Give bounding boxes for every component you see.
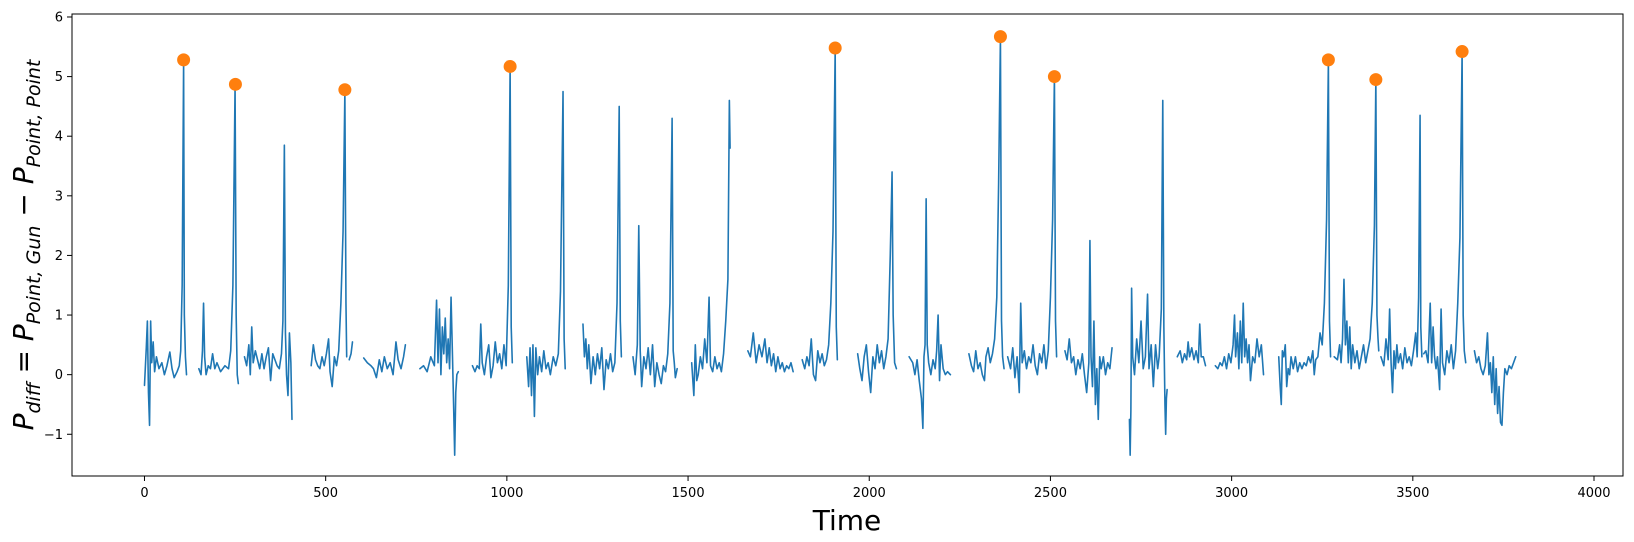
line-segment-19 xyxy=(1128,99,1168,456)
line-segment-7 xyxy=(471,66,514,379)
data-line-series xyxy=(143,37,1517,456)
y-tick-label-3: 2 xyxy=(55,249,63,264)
peak-marker-9 xyxy=(1455,45,1469,59)
x-tick-label-4: 2000 xyxy=(853,486,886,501)
peak-marker-7 xyxy=(1321,53,1335,67)
y-title-eq: = xyxy=(7,341,40,382)
line-segment-11 xyxy=(690,99,731,397)
line-segment-17 xyxy=(1006,75,1058,394)
y-tick-label-1: 0 xyxy=(55,368,63,383)
line-segment-4 xyxy=(348,341,354,361)
peak-marker-3 xyxy=(503,59,517,73)
peak-marker-0 xyxy=(177,53,191,67)
line-segment-2 xyxy=(243,144,293,421)
peak-marker-1 xyxy=(228,77,242,91)
y-tick-label-4: 3 xyxy=(55,189,63,204)
x-axis-title-text: Time xyxy=(812,504,882,537)
line-segment-9 xyxy=(582,105,623,391)
peak-markers xyxy=(177,30,1469,97)
y-title-main: P xyxy=(7,413,40,430)
x-tick-label-3: 1500 xyxy=(672,486,705,501)
line-segment-10 xyxy=(632,117,678,388)
y-title-main-sub: diff xyxy=(23,380,45,413)
x-tick-label-1: 500 xyxy=(313,486,338,501)
line-segment-1 xyxy=(198,84,240,385)
line-segment-25 xyxy=(1422,51,1467,391)
y-axis: −1 0 1 2 3 4 5 6 xyxy=(44,10,72,443)
x-tick-label-5: 2500 xyxy=(1034,486,1067,501)
y-axis-title: Pdiff = PPoint, Gun − PPoint, Point xyxy=(7,58,45,430)
x-axis-title: Time xyxy=(812,504,882,537)
y-tick-label-7: 6 xyxy=(55,10,63,25)
line-segment-5 xyxy=(362,341,407,379)
x-tick-label-8: 4000 xyxy=(1577,486,1610,501)
line-segment-20 xyxy=(1176,323,1207,367)
x-tick-label-0: 0 xyxy=(140,486,148,501)
line-segment-22 xyxy=(1277,60,1332,406)
plot-area xyxy=(143,30,1517,456)
y-tick-label-2: 1 xyxy=(55,309,63,324)
y-title-minus: − xyxy=(7,184,40,225)
y-tick-label-0: −1 xyxy=(44,428,63,443)
line-segment-3 xyxy=(310,90,348,388)
line-segment-18 xyxy=(1064,239,1113,421)
line-segment-23 xyxy=(1333,78,1380,370)
line-segment-21 xyxy=(1214,302,1265,382)
y-tick-label-6: 5 xyxy=(55,70,63,85)
peak-marker-5 xyxy=(993,30,1007,44)
x-tick-label-7: 3500 xyxy=(1396,486,1429,501)
line-segment-0 xyxy=(143,60,188,427)
line-segment-15 xyxy=(908,198,952,430)
peak-marker-4 xyxy=(828,41,842,55)
peak-marker-8 xyxy=(1369,73,1383,87)
line-segment-26 xyxy=(1473,332,1517,427)
line-segment-24 xyxy=(1380,114,1423,394)
y-title-term2: P xyxy=(7,167,40,184)
y-title-term2-sub: Point, Point xyxy=(23,58,45,167)
peak-marker-2 xyxy=(338,83,352,97)
line-segment-14 xyxy=(856,171,898,394)
y-title-term1-sub: Point, Gun xyxy=(23,226,45,325)
peak-marker-6 xyxy=(1047,70,1061,84)
line-segment-13 xyxy=(801,48,839,382)
y-title-term1: P xyxy=(7,324,40,341)
line-segment-8 xyxy=(525,90,566,418)
plot-frame xyxy=(71,13,1624,477)
x-axis: 0 500 1000 1500 2000 2500 3000 3500 4000 xyxy=(140,476,1611,501)
x-tick-label-2: 1000 xyxy=(490,486,523,501)
y-tick-label-5: 4 xyxy=(55,130,63,145)
x-tick-label-6: 3000 xyxy=(1215,486,1248,501)
line-segment-12 xyxy=(747,332,794,373)
line-segment-6 xyxy=(419,296,460,456)
